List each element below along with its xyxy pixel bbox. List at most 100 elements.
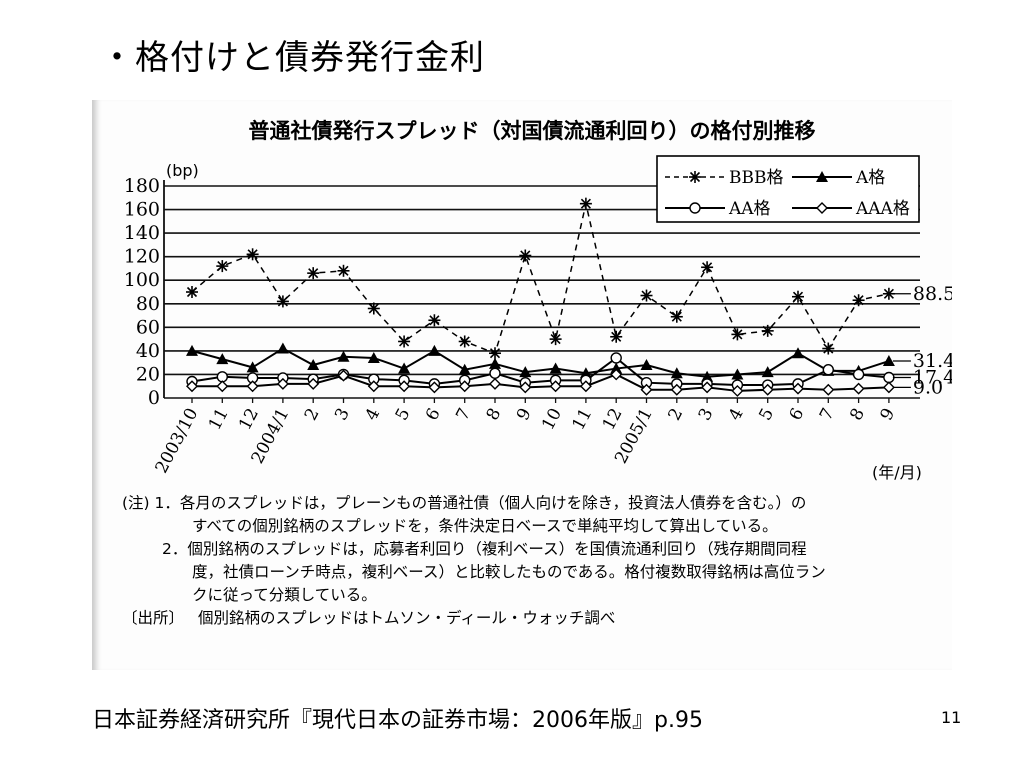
data-point-triangle (882, 355, 895, 367)
data-point-diamond (549, 380, 562, 393)
data-point-triangle (549, 362, 562, 374)
data-point-asterisk (337, 264, 350, 277)
y-axis-unit: (bp) (166, 161, 199, 180)
data-point-triangle (307, 359, 320, 371)
data-point-diamond (276, 377, 289, 390)
x-tick-label: 5 (392, 405, 415, 424)
x-axis-unit: (年/月) (872, 463, 922, 482)
x-tick-label: 4 (361, 405, 384, 424)
end-labels: 88.5 31.417.49.0 (892, 283, 952, 398)
data-point-diamond (519, 381, 532, 394)
end-label: 9.0 (913, 376, 943, 398)
y-tick-label: 20 (136, 363, 160, 385)
data-point-circle (489, 367, 501, 379)
data-point-diamond (216, 380, 229, 393)
x-tick-label: 8 (846, 405, 869, 424)
data-point-asterisk (822, 342, 835, 355)
data-point-diamond (579, 380, 592, 393)
data-point-diamond (731, 384, 744, 397)
x-tick-label: 3 (695, 405, 718, 424)
x-tick-label: 7 (816, 405, 839, 424)
data-point-asterisk (761, 324, 774, 337)
legend-label: BBB格 (729, 168, 783, 188)
series-line (192, 373, 889, 392)
data-point-diamond (822, 383, 835, 396)
x-tick-label: 4 (725, 405, 748, 424)
legend-label: AAA格 (855, 199, 910, 219)
data-point-triangle (367, 351, 380, 363)
data-point-diamond (610, 368, 623, 381)
chart-notes: (注) 1． 各月のスプレッドは，プレーンもの普通社債（個人向けを除き，投資法人債… (122, 492, 942, 630)
data-point-asterisk (549, 333, 562, 346)
data-point-diamond (701, 381, 714, 394)
data-point-asterisk (458, 335, 471, 348)
data-point-triangle (761, 366, 774, 378)
source-text: 個別銘柄のスプレッドはトムソン・ディール・ウォッチ調べ (198, 609, 616, 627)
note-1-line-b: すべての個別銘柄のスプレッドを，条件決定日ベースで単純平均して算出している。 (192, 517, 778, 535)
data-point-triangle (428, 344, 441, 356)
y-tick-label: 60 (136, 316, 160, 338)
y-tick-label: 0 (148, 387, 160, 409)
data-point-triangle (216, 353, 229, 365)
legend-box (656, 155, 920, 223)
data-point-asterisk (640, 289, 653, 302)
data-point-diamond (852, 382, 865, 395)
data-point-asterisk (398, 335, 411, 348)
x-tick-label: 7 (452, 405, 475, 424)
data-point-circle (883, 371, 895, 384)
data-point-diamond (489, 377, 501, 390)
data-point-triangle (640, 359, 653, 371)
slide-source-citation: 日本証券経済研究所『現代日本の証券市場：2006年版』p.95 (92, 708, 703, 733)
data-point-triangle (186, 344, 198, 356)
end-label: 88.5 (913, 283, 952, 305)
data-point-diamond (640, 383, 653, 396)
series-line (191, 347, 890, 378)
data-point-diamond (816, 202, 828, 214)
data-point-asterisk (519, 249, 532, 262)
data-point-triangle (276, 342, 289, 354)
chart-title: 普通社債発行スプレッド（対国債流通利回り）の格付別推移 (249, 119, 816, 143)
note-2-line-c: クに従って分類している。 (192, 586, 377, 604)
legend-label: A格 (855, 168, 885, 188)
x-tick-label: 2 (301, 405, 324, 424)
data-point-diamond (337, 369, 350, 382)
data-point-triangle (519, 366, 532, 378)
data-point-circle (610, 352, 622, 364)
data-point-triangle (816, 171, 828, 182)
x-tick-label: 5 (755, 405, 778, 424)
data-point-diamond (761, 383, 774, 396)
y-tick-label: 140 (124, 222, 160, 244)
note-2-lead: 2． (162, 540, 188, 558)
data-point-asterisk (307, 267, 320, 280)
data-point-asterisk (731, 328, 744, 341)
data-point-diamond (246, 380, 259, 393)
x-tick-label: 6 (422, 405, 445, 424)
data-point-triangle (610, 362, 623, 374)
x-tick-label: 2 (664, 405, 687, 424)
data-point-asterisk (792, 290, 804, 303)
data-point-asterisk (246, 248, 259, 261)
series-0 (186, 197, 895, 360)
data-point-asterisk (276, 295, 289, 308)
y-tick-label: 80 (136, 293, 160, 315)
data-point-asterisk (852, 294, 865, 307)
data-point-triangle (246, 361, 259, 373)
x-tick-label: 11 (568, 405, 596, 433)
end-label: 31.4 (913, 350, 952, 372)
data-point-asterisk (610, 330, 623, 343)
data-point-diamond (186, 380, 198, 393)
series-1 (186, 342, 895, 382)
data-point-asterisk (367, 302, 380, 315)
note-2-line-b: 度，社債ローンチ時点，複利ベース）と比較したものである。格付複数取得銘柄は高位ラ… (192, 563, 826, 581)
data-point-triangle (731, 368, 744, 380)
data-point-triangle (398, 362, 411, 374)
data-point-circle (822, 364, 834, 376)
data-point-asterisk (701, 261, 714, 274)
source-lead: 〔出所〕 (122, 609, 185, 627)
x-tick-label: 10 (538, 405, 566, 433)
data-point-diamond (458, 380, 471, 393)
grid-lines (164, 185, 920, 399)
x-tick-label: 6 (786, 405, 809, 424)
data-point-diamond (792, 382, 804, 395)
x-tick-label: 9 (513, 405, 536, 424)
